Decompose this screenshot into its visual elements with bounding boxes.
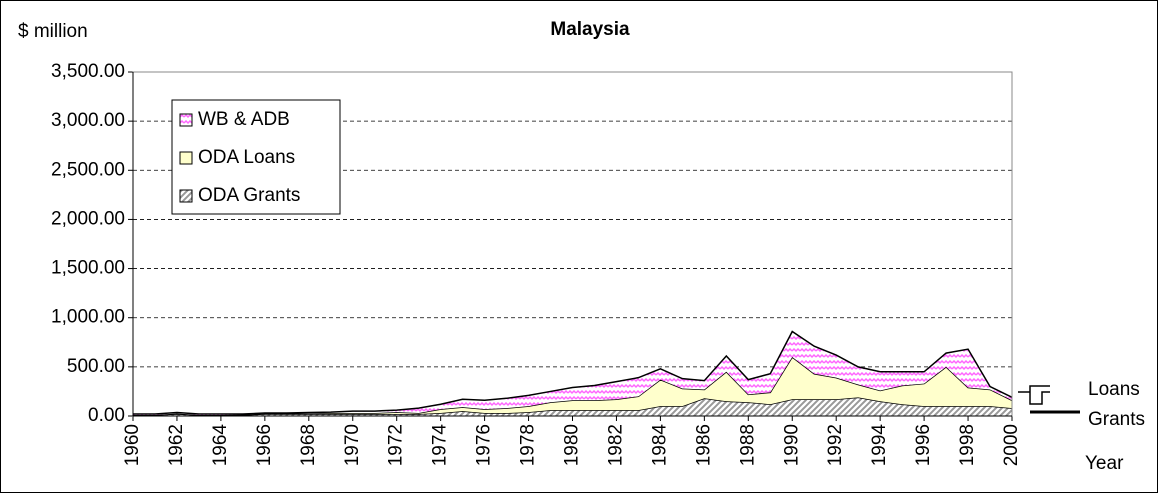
- y-tick-label: 1,000.00: [51, 307, 125, 328]
- x-tick-label: 1996: [913, 424, 934, 466]
- area-edge: [133, 330, 1013, 415]
- y-tick-label: 1,500.00: [51, 258, 125, 279]
- legend-label: WB & ADB: [198, 109, 290, 130]
- legend-swatch: [179, 151, 193, 165]
- area: [133, 397, 1012, 416]
- annotation: Loans: [1088, 379, 1140, 400]
- x-tick-label: 1972: [386, 424, 407, 466]
- x-tick-label: 1962: [166, 424, 187, 466]
- annotation: Grants: [1088, 409, 1145, 430]
- x-tick-label: 1976: [474, 424, 495, 466]
- legend-swatch: [179, 113, 193, 127]
- x-tick-label: 1998: [957, 424, 978, 466]
- area: [133, 357, 1012, 416]
- chart-title: Malaysia: [550, 19, 630, 40]
- x-tick-label: 1974: [430, 424, 451, 467]
- x-tick-label: 1978: [518, 424, 539, 466]
- x-axis-label: Year: [1085, 453, 1124, 474]
- x-tick-label: 1990: [781, 424, 802, 466]
- y-tick-label: 500.00: [67, 356, 125, 377]
- legend-box: [171, 99, 341, 215]
- y-tick-label: 2,500.00: [51, 159, 125, 180]
- x-tick-label: 1994: [869, 424, 890, 467]
- x-tick-label: 2000: [1001, 424, 1022, 466]
- legend-label: ODA Loans: [198, 147, 295, 168]
- y-tick-label: 0.00: [88, 405, 125, 426]
- x-tick-label: 1970: [342, 424, 363, 466]
- x-tick-label: 1980: [562, 424, 583, 466]
- y-tick-label: 3,500.00: [51, 61, 125, 82]
- x-tick-label: 1988: [737, 424, 758, 466]
- y-tick-label: 2,000.00: [51, 208, 125, 229]
- bracket: [1018, 385, 1050, 405]
- x-tick-label: 1960: [122, 424, 143, 466]
- x-tick-label: 1966: [254, 424, 275, 466]
- legend-label: ODA Grants: [198, 185, 300, 206]
- area: [133, 331, 1012, 416]
- legend-swatch: [179, 189, 193, 203]
- x-tick-label: 1964: [210, 424, 231, 467]
- x-tick-label: 1968: [298, 424, 319, 466]
- x-tick-label: 1982: [605, 424, 626, 466]
- x-tick-label: 1986: [693, 424, 714, 466]
- x-tick-label: 1992: [825, 424, 846, 466]
- y-tick-label: 3,000.00: [51, 110, 125, 131]
- x-tick-label: 1984: [649, 424, 670, 467]
- y-axis-label: $ million: [18, 21, 88, 42]
